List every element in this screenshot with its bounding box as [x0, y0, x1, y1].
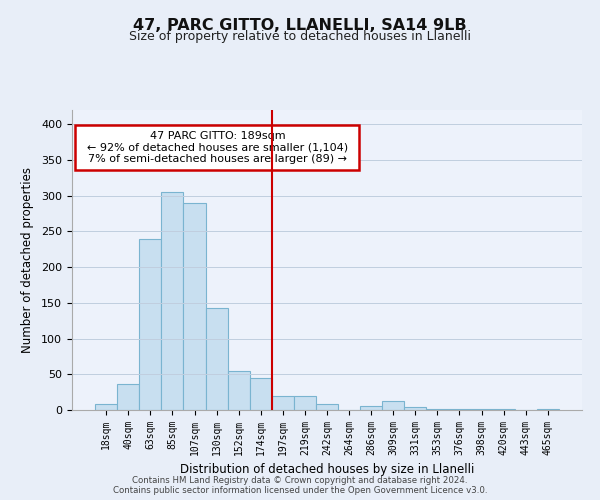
Text: Contains HM Land Registry data © Crown copyright and database right 2024.: Contains HM Land Registry data © Crown c…	[132, 476, 468, 485]
Bar	[427, 408, 448, 410]
Y-axis label: Number of detached properties: Number of detached properties	[21, 167, 34, 353]
Text: 47 PARC GITTO: 189sqm  
← 92% of detached houses are smaller (1,104)
  7% of sem: 47 PARC GITTO: 189sqm ← 92% of detached …	[81, 131, 354, 164]
Bar	[184, 203, 206, 410]
X-axis label: Distribution of detached houses by size in Llanelli: Distribution of detached houses by size …	[180, 464, 474, 476]
Text: Contains public sector information licensed under the Open Government Licence v3: Contains public sector information licen…	[113, 486, 487, 495]
Bar	[404, 407, 427, 410]
Bar	[227, 370, 250, 410]
Bar	[139, 238, 161, 410]
Bar	[294, 396, 316, 410]
Bar	[316, 404, 338, 410]
Bar	[272, 396, 294, 410]
Bar	[206, 308, 227, 410]
Bar	[117, 384, 139, 410]
Bar	[161, 192, 184, 410]
Bar	[382, 400, 404, 410]
Bar	[360, 406, 382, 410]
Bar	[250, 378, 272, 410]
Bar	[95, 404, 117, 410]
Text: 47, PARC GITTO, LLANELLI, SA14 9LB: 47, PARC GITTO, LLANELLI, SA14 9LB	[133, 18, 467, 32]
Text: Size of property relative to detached houses in Llanelli: Size of property relative to detached ho…	[129, 30, 471, 43]
